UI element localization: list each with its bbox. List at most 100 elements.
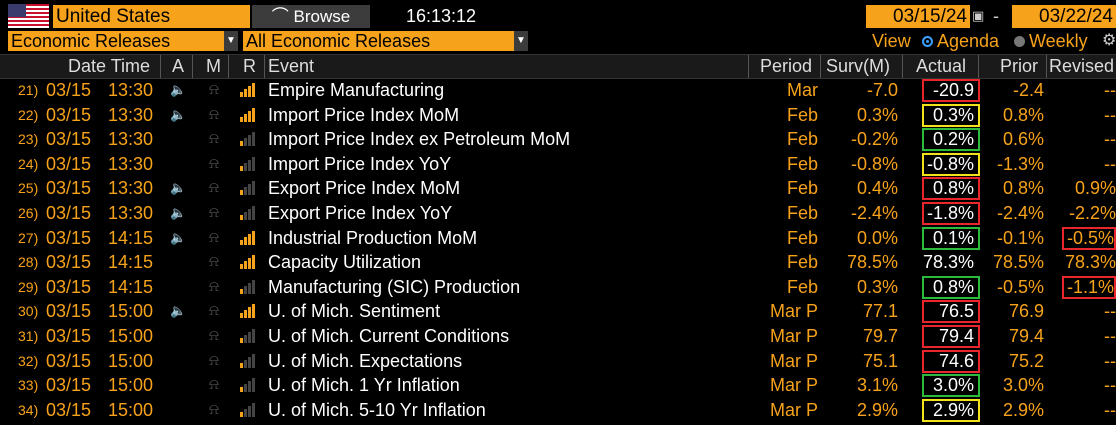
row-date: 03/15 — [46, 350, 92, 371]
relevance-bars-icon — [240, 78, 260, 97]
table-row[interactable]: 32) 03/15 15:00 ⍾ U. of Mich. Expectations Ma… — [0, 349, 1116, 374]
actual-value: -1.8% — [922, 202, 980, 225]
end-date-field[interactable]: 03/22/24 — [1012, 5, 1116, 28]
bell-icon[interactable]: ⍾ — [209, 204, 219, 221]
bell-icon[interactable]: ⍾ — [209, 81, 219, 98]
event-name[interactable]: U. of Mich. Expectations — [268, 350, 463, 371]
bell-icon[interactable]: ⍾ — [209, 105, 219, 123]
event-name[interactable]: Export Price Index MoM — [268, 178, 461, 199]
relevance-bars-icon — [240, 324, 260, 343]
table-row[interactable]: 24) 03/15 13:30 ⍾ Import Price Index YoY Feb -… — [0, 152, 1116, 177]
col-surv[interactable]: Surv(M) — [826, 56, 890, 76]
table-row[interactable]: 31) 03/15 15:00 ⍾ U. of Mich. Current Condit… — [0, 324, 1116, 349]
bell-icon[interactable]: ⍾ — [209, 277, 219, 295]
speaker-icon[interactable]: 🔈 — [170, 82, 187, 97]
event-name[interactable]: U. of Mich. 1 Yr Inflation — [268, 375, 460, 396]
country-field[interactable]: United States — [53, 5, 250, 28]
speaker-icon[interactable]: 🔈 — [170, 180, 187, 196]
event-name[interactable]: Empire Manufacturing — [268, 80, 445, 100]
survey-value: 78.5% — [846, 252, 898, 273]
bell-icon[interactable]: ⍾ — [209, 179, 219, 197]
revised-value: -- — [1104, 129, 1116, 150]
col-m[interactable]: M — [206, 56, 221, 76]
table-row[interactable]: 23) 03/15 13:30 ⍾ Import Price Index ex Petr… — [0, 127, 1116, 152]
col-a[interactable]: A — [172, 56, 185, 76]
speaker-icon[interactable]: 🔈 — [170, 106, 187, 122]
col-period[interactable]: Period — [760, 56, 813, 76]
period-value: Mar — [787, 80, 818, 100]
table-row[interactable]: 27) 03/15 14:15 🔈 ⍾ Industrial Production MoM… — [0, 226, 1116, 251]
browse-button[interactable]: ⌒ Browse — [252, 5, 370, 28]
speaker-icon[interactable]: 🔈 — [170, 303, 187, 319]
actual-value: 0.8% — [922, 177, 980, 201]
table-row[interactable]: 28) 03/15 14:15 ⍾ Capacity Utilization Feb 78.… — [0, 250, 1116, 275]
category-dropdown[interactable]: Economic Releases — [8, 31, 228, 51]
actual-value: 0.1% — [922, 226, 980, 250]
bell-icon[interactable]: ⍾ — [209, 154, 219, 172]
calendar-icon[interactable]: ▣ — [972, 8, 985, 23]
survey-value: 79.7 — [862, 326, 898, 346]
weekly-radio[interactable]: Weekly — [1014, 30, 1088, 52]
col-actual[interactable]: Actual — [916, 56, 967, 76]
event-name[interactable]: Capacity Utilization — [268, 252, 422, 273]
subcategory-chevron-down-icon[interactable]: ▼ — [514, 31, 528, 51]
event-name[interactable]: U. of Mich. 5-10 Yr Inflation — [268, 399, 486, 420]
bell-icon[interactable]: ⍾ — [209, 351, 219, 369]
row-date: 03/15 — [46, 129, 92, 150]
survey-value: 3.1% — [856, 375, 898, 396]
actual-value: 76.5 — [922, 300, 980, 324]
speaker-icon[interactable]: 🔈 — [170, 205, 187, 220]
bell-icon[interactable]: ⍾ — [209, 253, 219, 271]
event-name[interactable]: Import Price Index ex Petroleum MoM — [268, 129, 571, 150]
category-chevron-down-icon[interactable]: ▼ — [224, 31, 238, 51]
settings-icon[interactable]: ⚙ — [1102, 32, 1116, 49]
row-time: 15:00 — [108, 375, 154, 396]
period-value: Feb — [786, 276, 818, 297]
row-number: 21) — [18, 82, 39, 98]
row-date: 03/15 — [46, 399, 92, 420]
row-time: 13:30 — [108, 104, 154, 125]
col-prior[interactable]: Prior — [1000, 56, 1039, 76]
table-row[interactable]: 33) 03/15 15:00 ⍾ U. of Mich. 1 Yr Inflation… — [0, 373, 1116, 398]
bell-icon[interactable]: ⍾ — [209, 376, 219, 394]
table-row[interactable]: 26) 03/15 13:30 🔈 ⍾ Export Price Index YoY Feb… — [0, 201, 1116, 226]
table-row[interactable]: 30) 03/15 15:00 🔈 ⍾ U. of Mich. Sentiment Mar … — [0, 299, 1116, 324]
event-name[interactable]: Manufacturing (SIC) Production — [268, 276, 521, 297]
bell-icon[interactable]: ⍾ — [209, 228, 219, 246]
col-event[interactable]: Event — [268, 56, 315, 76]
period-value: Feb — [786, 203, 818, 223]
event-name[interactable]: U. of Mich. Sentiment — [268, 301, 441, 322]
bell-icon[interactable]: ⍾ — [209, 400, 219, 418]
bell-icon[interactable]: ⍾ — [209, 302, 219, 320]
survey-value: -7.0 — [866, 80, 898, 100]
col-revised[interactable]: Revised — [1049, 56, 1115, 76]
period-value: Feb — [786, 104, 818, 125]
event-name[interactable]: Import Price Index MoM — [268, 104, 460, 125]
agenda-radio[interactable]: Agenda — [922, 30, 999, 52]
event-name[interactable]: U. of Mich. Current Conditions — [268, 326, 510, 346]
row-number: 28) — [18, 254, 39, 271]
row-time: 14:15 — [108, 276, 154, 297]
actual-value: 3.0% — [922, 374, 980, 398]
table-row[interactable]: 22) 03/15 13:30 🔈 ⍾ Import Price Index MoM Feb… — [0, 103, 1116, 128]
revised-value: -- — [1104, 80, 1116, 100]
table-row[interactable]: 34) 03/15 15:00 ⍾ U. of Mich. 5-10 Yr Inflat… — [0, 398, 1116, 423]
table-row[interactable]: 21) 03/15 13:30 🔈 ⍾ Empire Manufacturing Mar -7… — [0, 78, 1116, 103]
event-name[interactable]: Export Price Index YoY — [268, 203, 453, 223]
row-date: 03/15 — [46, 178, 92, 199]
col-datetime[interactable]: Date Time — [68, 56, 151, 76]
relevance-bars-icon — [240, 226, 260, 245]
table-row[interactable]: 25) 03/15 13:30 🔈 ⍾ Export Price Index MoM Feb… — [0, 176, 1116, 201]
col-r[interactable]: R — [243, 56, 256, 76]
speaker-icon[interactable]: 🔈 — [170, 229, 187, 245]
event-name[interactable]: Industrial Production MoM — [268, 227, 478, 248]
event-name[interactable]: Import Price Index YoY — [268, 153, 452, 174]
period-value: Mar P — [769, 350, 818, 371]
row-number: 23) — [18, 131, 39, 148]
subcategory-dropdown[interactable]: All Economic Releases — [243, 31, 514, 51]
start-date-field[interactable]: 03/15/24 — [866, 5, 970, 28]
table-row[interactable]: 29) 03/15 14:15 ⍾ Manufacturing (SIC) Produc… — [0, 275, 1116, 300]
bell-icon[interactable]: ⍾ — [209, 130, 219, 148]
bell-icon[interactable]: ⍾ — [209, 327, 219, 344]
revised-value: -0.5% — [1062, 226, 1116, 250]
